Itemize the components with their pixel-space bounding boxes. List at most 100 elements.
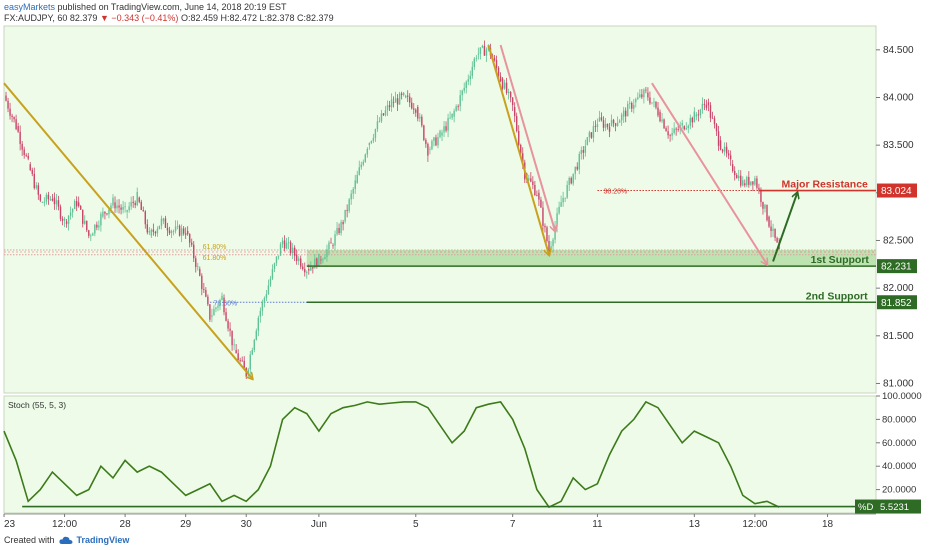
candle-body <box>633 104 635 109</box>
candle-body <box>685 128 687 130</box>
candles-group <box>5 40 780 380</box>
candle-body <box>312 267 314 269</box>
candle-body <box>564 197 566 199</box>
candle-body <box>530 178 532 182</box>
publisher-name[interactable]: easyMarkets <box>4 2 56 12</box>
candle-body <box>188 233 191 243</box>
candle-body <box>79 206 82 210</box>
candle-body <box>285 242 288 249</box>
candle-body <box>197 266 199 268</box>
candle-body <box>360 164 362 168</box>
ohlc-values: O:82.459 H:82.472 L:82.378 C:82.379 <box>180 13 334 23</box>
candle-body <box>772 228 774 231</box>
candle-body <box>620 114 623 121</box>
candle-body <box>358 167 360 175</box>
candle-body <box>223 297 225 313</box>
trend-arrow <box>499 44 556 231</box>
candle-body <box>608 126 611 132</box>
time-tick-label: Jun <box>311 519 327 530</box>
candle-body <box>322 259 324 261</box>
candle-body <box>754 178 756 185</box>
time-tick-label: 29 <box>180 519 192 530</box>
time-tick-label: 28 <box>120 519 132 530</box>
candle-body <box>604 123 607 128</box>
candle-body <box>637 97 639 100</box>
candle-body <box>106 213 108 215</box>
candle-body <box>219 300 221 307</box>
candle-body <box>195 258 197 268</box>
candle-body <box>239 360 241 362</box>
last-price: 82.379 <box>69 13 98 23</box>
candle-body <box>667 131 669 136</box>
candle-body <box>398 93 401 105</box>
candle-body <box>77 202 80 207</box>
candle-body <box>215 307 217 310</box>
candle-body <box>439 130 441 138</box>
fib-level-label: 61.80% <box>203 255 227 262</box>
candle-body <box>534 184 536 196</box>
candle-body <box>713 118 716 125</box>
candle-body <box>469 75 471 80</box>
candle-body <box>186 230 189 234</box>
candle-body <box>461 90 463 96</box>
candle-body <box>598 117 601 122</box>
fib-level-label: 78.60% <box>214 300 238 307</box>
candle-body <box>203 289 205 291</box>
candle-body <box>612 119 615 124</box>
candle-body <box>17 126 19 132</box>
stoch-pane[interactable]: Stoch (55, 5, 3) 100.0000 80.0000 60.0000 40… <box>3 391 922 514</box>
candle-body <box>376 121 379 130</box>
time-tick-label: 11 <box>592 519 603 530</box>
candle-body <box>548 240 550 251</box>
candle-body <box>249 354 251 370</box>
candle-body <box>124 206 126 208</box>
candle-body <box>705 104 708 108</box>
candle-body <box>71 209 74 213</box>
level-price-badge <box>877 183 917 198</box>
candle-body <box>340 221 342 234</box>
candle-body <box>140 201 142 210</box>
candle-body <box>552 239 554 247</box>
candle-body <box>350 193 352 200</box>
candle-body <box>108 209 110 215</box>
candle-body <box>768 216 770 227</box>
stoch-value-badge <box>877 499 921 514</box>
candle-body <box>265 294 268 299</box>
candle-body <box>740 175 742 186</box>
candle-body <box>116 205 118 209</box>
candle-body <box>126 210 128 212</box>
candle-body <box>627 103 629 117</box>
candle-body <box>193 244 195 259</box>
price-pane[interactable]: 84.50084.00083.50083.00082.50082.00081.5… <box>3 25 917 394</box>
candle-body <box>43 201 46 203</box>
stoch-tick-label: 60.0000 <box>882 438 916 449</box>
candle-body <box>404 95 407 98</box>
trend-arrow <box>651 82 767 264</box>
candle-body <box>172 231 175 232</box>
candle-body <box>687 125 689 129</box>
candle-body <box>386 105 389 111</box>
candle-body <box>176 225 179 227</box>
candle-body <box>392 102 395 104</box>
time-axis[interactable]: 23 12:00 28 29 30 Jun 5 7 11 13 12:00 18 <box>3 513 876 530</box>
candle-body <box>570 177 572 184</box>
trend-arrow <box>3 82 252 379</box>
candle-body <box>306 271 308 273</box>
candle-body <box>29 164 31 171</box>
candle-body <box>94 224 96 234</box>
candle-body <box>544 225 546 228</box>
candle-body <box>283 240 286 249</box>
candle-body <box>130 201 132 207</box>
candle-body <box>657 107 659 116</box>
candle-body <box>213 309 215 316</box>
candle-body <box>263 298 266 303</box>
publish-line: easyMarkets published on TradingView.com… <box>4 2 334 13</box>
tradingview-brand[interactable]: TradingView <box>76 535 130 545</box>
candle-body <box>560 202 562 207</box>
candle-body <box>707 102 710 106</box>
candle-body <box>231 330 233 346</box>
candle-body <box>586 137 589 146</box>
price-tick-label: 84.000 <box>883 92 914 103</box>
candle-body <box>477 53 480 55</box>
